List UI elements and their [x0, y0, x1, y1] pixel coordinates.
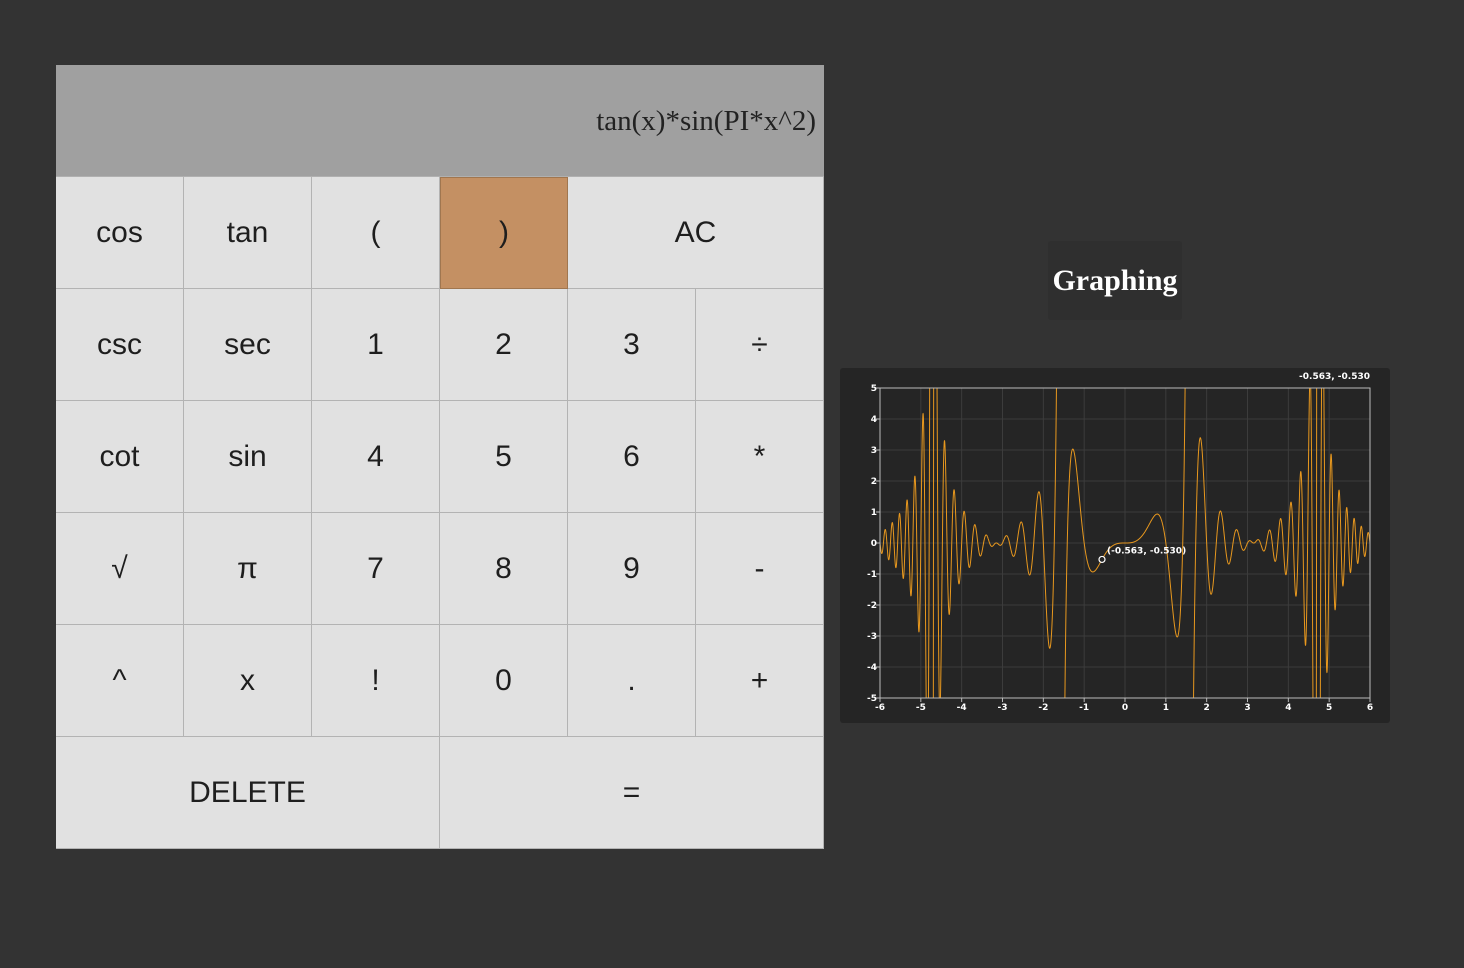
equals-key[interactable]: =	[440, 737, 824, 849]
digit-2-key[interactable]: 2	[440, 289, 568, 401]
minus-key[interactable]: -	[696, 513, 824, 625]
tan-key[interactable]: tan	[184, 177, 312, 289]
y-tick-label: 2	[871, 477, 877, 487]
x-tick-label: 2	[1204, 703, 1210, 713]
digit-5-key[interactable]: 5	[440, 401, 568, 513]
expression-text: tan(x)*sin(PI*x^2)	[596, 105, 816, 137]
csc-key[interactable]: csc	[56, 289, 184, 401]
x-tick-label: -2	[1038, 703, 1048, 713]
x-tick-label: 3	[1244, 703, 1250, 713]
plus-key[interactable]: +	[696, 625, 824, 737]
all-clear-key[interactable]: AC	[568, 177, 824, 289]
y-tick-label: 0	[871, 539, 877, 549]
digit-3-key[interactable]: 3	[568, 289, 696, 401]
digit-8-key[interactable]: 8	[440, 513, 568, 625]
x-variable-key[interactable]: x	[184, 625, 312, 737]
x-tick-label: -1	[1079, 703, 1089, 713]
open-paren-key[interactable]: (	[312, 177, 440, 289]
y-tick-label: -5	[867, 694, 877, 704]
function-curve	[880, 388, 1370, 698]
digit-6-key[interactable]: 6	[568, 401, 696, 513]
x-tick-label: 1	[1163, 703, 1169, 713]
calculator: tan(x)*sin(PI*x^2) cos tan() AC csc sec 1 2 3 ÷ c…	[56, 65, 824, 849]
digit-9-key[interactable]: 9	[568, 513, 696, 625]
graph-panel: -6 -5 -4 -3 -2 -1 0 1 2 3 4 5 6 5 4 3 2 1 0 -1 -2 -3 -4 -5 (-0.5…	[840, 368, 1390, 723]
y-tick-label: 5	[871, 384, 877, 394]
factorial-key[interactable]: !	[312, 625, 440, 737]
x-tick-label: 0	[1122, 703, 1128, 713]
y-tick-label: -4	[867, 663, 877, 673]
y-tick-label: -1	[867, 570, 877, 580]
digit-7-key[interactable]: 7	[312, 513, 440, 625]
close-paren-key[interactable]: )	[440, 177, 568, 289]
y-tick-label: -2	[867, 601, 877, 611]
divide-key[interactable]: ÷	[696, 289, 824, 401]
y-tick-label: 3	[871, 446, 877, 456]
plot-frame	[879, 387, 1371, 699]
x-tick-label: -4	[957, 703, 967, 713]
power-key[interactable]: ^	[56, 625, 184, 737]
x-tick-label: -5	[916, 703, 926, 713]
x-tick-label: -3	[998, 703, 1008, 713]
function-graph[interactable]: -6 -5 -4 -3 -2 -1 0 1 2 3 4 5 6543210-1-2-3-4-5(-0.5…	[840, 368, 1390, 723]
delete-key[interactable]: DELETE	[56, 737, 440, 849]
x-tick-label: -6	[875, 703, 885, 713]
hover-point-marker[interactable]	[1098, 555, 1106, 564]
keypad: cos tan() AC csc sec 1 2 3 ÷ cot sin 4 5 6 * √ π 7 8 9- ^ x! 0…	[56, 177, 824, 849]
x-tick-label: 4	[1285, 703, 1291, 713]
coordinate-readout: -0.563, -0.530	[1299, 372, 1370, 382]
graphing-button[interactable]: Graphing	[1048, 241, 1182, 320]
expression-display: tan(x)*sin(PI*x^2)	[56, 65, 824, 177]
x-tick-label: 6	[1367, 703, 1373, 713]
sin-key[interactable]: sin	[184, 401, 312, 513]
digit-0-key[interactable]: 0	[440, 625, 568, 737]
digit-1-key[interactable]: 1	[312, 289, 440, 401]
digit-4-key[interactable]: 4	[312, 401, 440, 513]
sec-key[interactable]: sec	[184, 289, 312, 401]
y-tick-label: -3	[867, 632, 877, 642]
pi-key[interactable]: π	[184, 513, 312, 625]
x-tick-label: 5	[1326, 703, 1332, 713]
cos-key[interactable]: cos	[56, 177, 184, 289]
cot-key[interactable]: cot	[56, 401, 184, 513]
y-tick-label: 1	[871, 508, 877, 518]
sqrt-key[interactable]: √	[56, 513, 184, 625]
decimal-key[interactable]: .	[568, 625, 696, 737]
y-tick-label: 4	[871, 415, 877, 425]
multiply-key[interactable]: *	[696, 401, 824, 513]
hover-point-label: (-0.563, -0.530)	[1107, 546, 1186, 556]
